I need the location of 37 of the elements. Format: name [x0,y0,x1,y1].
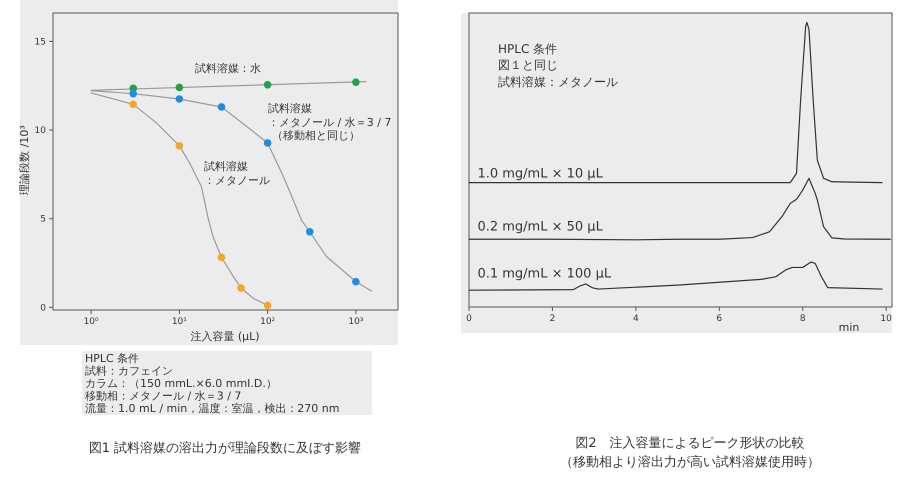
text: HPLC 条件 [85,352,140,365]
x-tick-label: 10³ [348,317,364,327]
y-tick-label: 0 [40,303,46,314]
x-tick-label: 10² [260,317,276,327]
text: カラム：（150 mmL.×6.0 mmI.D.） [85,377,277,390]
series-label: 0.1 mg/mL × 100 μL [477,266,612,282]
text: 流量：1.0 mL / min，温度：室温，検出：270 nm [85,402,340,415]
text: 図2 注入容量によるピーク形状の比較 [575,435,805,451]
text: 試料：カフェイン [85,364,173,378]
text: （移動相より溶出力が高い試料溶媒使用時） [560,454,820,470]
annotation: ：メタノール / 水＝3 / 7 [268,116,392,129]
series-label: 0.2 mg/mL × 50 μL [477,220,604,235]
x-axis-title: 注入容量 (μL) [190,330,260,343]
text: 移動相：メタノール / 水＝3 / 7 [85,390,242,402]
annotation: HPLC 条件 [498,42,558,56]
annotation: 試料溶媒 [204,160,248,173]
annotation: 試料溶媒：水 [195,62,261,75]
annotation: 試料溶媒 [268,102,312,115]
x-tick-label: 6 [716,314,722,324]
y-axis-title: 理論段数 /10³ [18,125,31,195]
y-tick-label: 5 [40,214,46,225]
x-tick-label: 4 [632,314,639,324]
x-tick-label: 10¹ [172,317,188,327]
x-axis-title: min [838,321,860,334]
annotation: （移動相と同じ） [272,129,360,142]
text: 図1 試料溶媒の溶出力が理論段数に及ぼす影響 [88,440,362,456]
annotation: 試料溶媒：メタノール [498,75,618,89]
y-tick-label: 10 [34,126,46,136]
x-tick-label: 8 [800,314,806,324]
x-tick-label: 10⁰ [84,317,100,327]
y-tick-label: 15 [34,37,46,48]
x-tick-label: 2 [550,314,556,324]
annotation: ：メタノール [204,174,270,187]
annotation: 図１と同じ [498,58,558,72]
x-tick-label: 0 [466,314,472,324]
series-label: 1.0 mg/mL × 10 μL [477,166,604,182]
x-tick-label: 10 [880,314,892,324]
